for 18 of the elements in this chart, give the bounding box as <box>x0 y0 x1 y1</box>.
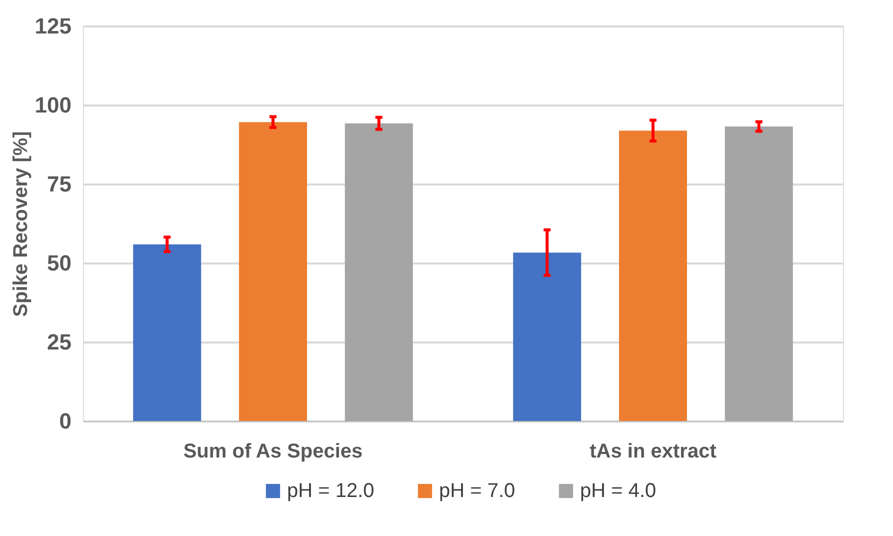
x-tick-label: tAs in extract <box>590 440 717 462</box>
y-tick-label: 0 <box>59 408 72 434</box>
y-tick-label: 100 <box>34 92 72 118</box>
bar <box>239 122 307 421</box>
bar <box>133 244 202 421</box>
bar <box>724 126 793 421</box>
legend-label: pH = 12.0 <box>287 480 374 502</box>
y-tick-label: 25 <box>47 330 72 354</box>
legend-label: pH = 7.0 <box>439 480 516 502</box>
bar <box>619 130 687 421</box>
y-tick-label: 125 <box>34 14 72 38</box>
y-axis-title: Spike Recovery [%] <box>10 131 32 317</box>
x-tick-label: Sum of As Species <box>183 440 363 462</box>
y-tick-label: 75 <box>47 172 72 196</box>
bar <box>513 252 582 421</box>
y-tick-label: 50 <box>47 250 72 276</box>
legend-label: pH = 4.0 <box>580 480 656 502</box>
bar <box>344 123 413 421</box>
